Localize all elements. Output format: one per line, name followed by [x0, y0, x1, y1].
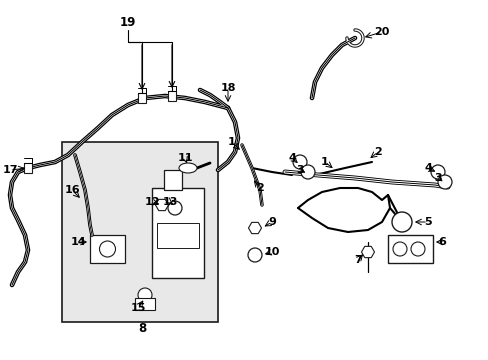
Text: 7: 7 — [353, 255, 361, 265]
Polygon shape — [248, 222, 261, 234]
Text: 1: 1 — [228, 137, 235, 147]
Circle shape — [247, 248, 262, 262]
Text: 18: 18 — [220, 83, 235, 93]
Bar — [157, 223, 199, 248]
Text: 14: 14 — [70, 237, 85, 247]
Text: 2: 2 — [256, 183, 264, 193]
Bar — [163, 170, 182, 190]
Circle shape — [410, 242, 424, 256]
Text: 4: 4 — [423, 163, 431, 173]
Text: 3: 3 — [433, 173, 441, 183]
Bar — [90, 235, 125, 263]
Circle shape — [138, 288, 152, 302]
Bar — [168, 91, 176, 101]
Text: 2: 2 — [373, 147, 381, 157]
Circle shape — [391, 212, 411, 232]
Circle shape — [99, 241, 115, 257]
Text: 11: 11 — [177, 153, 192, 163]
Text: 3: 3 — [296, 165, 303, 175]
Text: 8: 8 — [138, 321, 146, 334]
Circle shape — [301, 165, 314, 179]
Text: 15: 15 — [130, 303, 145, 313]
Text: 17: 17 — [2, 165, 18, 175]
Text: 4: 4 — [287, 153, 295, 163]
Text: 13: 13 — [162, 197, 177, 207]
Text: 10: 10 — [264, 247, 279, 257]
Circle shape — [292, 155, 306, 169]
Text: 5: 5 — [423, 217, 431, 227]
Bar — [152, 188, 203, 278]
Text: 20: 20 — [373, 27, 389, 37]
Bar — [24, 163, 32, 173]
Text: 1: 1 — [321, 157, 328, 167]
Circle shape — [168, 201, 182, 215]
Bar — [62, 142, 218, 322]
Polygon shape — [361, 246, 374, 258]
Text: 12: 12 — [144, 197, 160, 207]
Circle shape — [392, 242, 406, 256]
Bar — [138, 93, 146, 103]
Polygon shape — [155, 199, 168, 211]
Circle shape — [437, 175, 451, 189]
Text: 9: 9 — [267, 217, 275, 227]
Bar — [387, 235, 432, 263]
Text: 16: 16 — [64, 185, 80, 195]
Text: 6: 6 — [437, 237, 445, 247]
Text: 19: 19 — [120, 15, 136, 28]
Ellipse shape — [179, 163, 197, 173]
Circle shape — [430, 165, 444, 179]
Bar — [135, 298, 155, 310]
